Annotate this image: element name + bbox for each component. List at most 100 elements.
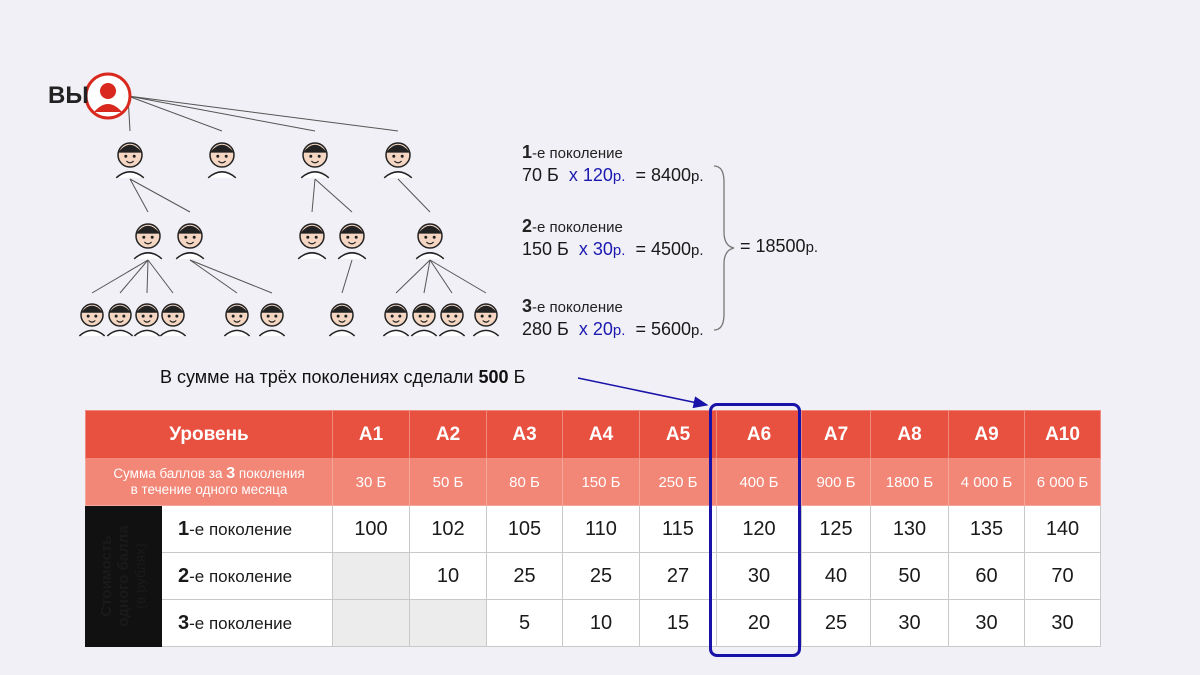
level-cell: A7	[801, 410, 871, 459]
calc-row-gen3: 3-е поколение 280 Б x 20р. = 5600р.	[522, 296, 704, 340]
points-sum-cell: 80 Б	[486, 458, 563, 506]
summary-unit: Б	[513, 367, 526, 387]
gen1-row: Стоимость одного балла (в рублях) 1-е поко…	[85, 505, 1101, 647]
result: = 4500	[635, 239, 691, 259]
person-icon	[383, 142, 413, 179]
value-cell: 110	[562, 505, 640, 553]
person-icon	[78, 303, 106, 337]
level-cell: A9	[948, 410, 1025, 459]
person-icon	[410, 303, 438, 337]
level-header-label: Уровень	[85, 410, 333, 459]
multiplier-unit: р.	[612, 322, 626, 339]
gen-number: 2	[522, 216, 533, 236]
person-icon	[472, 303, 500, 337]
sum-label-part: Сумма баллов за	[113, 466, 223, 481]
sum-label-part: в течение одного месяца	[130, 482, 288, 497]
value-cell: 120	[716, 505, 802, 553]
level-cell: A6	[716, 410, 802, 459]
points-sum-cell: 30 Б	[332, 458, 410, 506]
value-cell: 130	[870, 505, 949, 553]
person-icon	[300, 142, 330, 179]
calc-row-gen2: 2-е поколение 150 Б x 30р. = 4500р.	[522, 216, 704, 260]
value-cell: 27	[639, 552, 717, 600]
points-sum-cell: 250 Б	[639, 458, 717, 506]
value-cell: 30	[716, 552, 802, 600]
total-unit: р.	[805, 239, 819, 256]
sum-label-number: 3	[226, 465, 236, 482]
level-a6-highlight	[709, 403, 801, 657]
multiplier: x 20	[578, 319, 613, 339]
points-sum-cell: 400 Б	[716, 458, 802, 506]
you-avatar-icon	[84, 72, 132, 120]
value-cell: 5	[486, 599, 563, 647]
gen-number: 1	[178, 517, 190, 540]
person-icon	[382, 303, 410, 337]
level-cell: A5	[639, 410, 717, 459]
person-icon	[106, 303, 134, 337]
gen-number: 3	[178, 611, 190, 634]
gen-text: -е поколение	[532, 145, 623, 162]
points-sum-cell: 900 Б	[801, 458, 871, 506]
person-icon	[223, 303, 251, 337]
empty-cell	[332, 552, 410, 600]
value-cell: 30	[870, 599, 949, 647]
summary-text: В сумме на трёх поколениях сделали 500 Б	[160, 367, 525, 388]
value-cell: 102	[409, 505, 487, 553]
level-cell: A10	[1024, 410, 1101, 459]
curly-brace	[713, 165, 735, 331]
value-cell: 15	[639, 599, 717, 647]
result-unit: р.	[691, 168, 704, 185]
person-icon	[133, 223, 163, 260]
value-cell: 25	[486, 552, 563, 600]
levels-header-row: Уровень A1 A2 A3 A4 A5 A6 A7 A8 A9 A10	[85, 410, 1101, 459]
you-label: ВЫ	[48, 82, 89, 109]
points-sum-row: Сумма баллов за 3 поколения в течение од…	[85, 458, 1101, 506]
multiplier: x 120	[568, 165, 613, 185]
multiplier-unit: р.	[612, 168, 626, 185]
value-cell: 20	[716, 599, 802, 647]
gen3-row: 3-е поколение 5 10 15 20 25 30 30 30	[86, 599, 1101, 647]
result: = 8400	[635, 165, 691, 185]
value-cell: 115	[639, 505, 717, 553]
value-cell: 135	[948, 505, 1025, 553]
person-icon	[258, 303, 286, 337]
value-cell: 25	[801, 599, 871, 647]
points-sum-cell: 4 000 Б	[948, 458, 1025, 506]
gen-number: 2	[178, 564, 190, 587]
result-unit: р.	[691, 322, 704, 339]
network-tree-diagram	[78, 72, 500, 337]
level-cell: A1	[332, 410, 410, 459]
value-cell: 30	[948, 599, 1025, 647]
gen-label: 2-е поколение	[161, 552, 333, 600]
empty-cell	[409, 599, 487, 647]
gen-text: -е поколение	[189, 566, 293, 586]
points: 280 Б	[522, 319, 569, 339]
summary-value: 500	[478, 367, 509, 387]
person-icon	[438, 303, 466, 337]
gen-label: 1-е поколение	[161, 505, 333, 553]
summary-label: В сумме на трёх поколениях сделали	[160, 367, 474, 387]
multiplier-unit: р.	[612, 242, 626, 259]
points-sum-cell: 50 Б	[409, 458, 487, 506]
level-cell: A3	[486, 410, 563, 459]
empty-cell	[332, 599, 410, 647]
result-unit: р.	[691, 242, 704, 259]
level-cell: A8	[870, 410, 949, 459]
value-cell: 25	[562, 552, 640, 600]
vertical-label-line: (в рублях)	[132, 543, 148, 609]
person-icon	[133, 303, 161, 337]
person-icon	[297, 223, 327, 260]
person-icon	[115, 142, 145, 179]
value-cell: 140	[1024, 505, 1101, 553]
person-icon	[159, 303, 187, 337]
value-cell: 60	[948, 552, 1025, 600]
gen2-row: 2-е поколение 10 25 25 27 30 40 50 60 70	[86, 552, 1101, 600]
total-value: = 18500	[740, 236, 806, 256]
points: 70 Б	[522, 165, 559, 185]
level-cell: A4	[562, 410, 640, 459]
gen-text: -е поколение	[532, 299, 623, 316]
value-cell: 105	[486, 505, 563, 553]
sum-label-part: поколения	[238, 466, 305, 481]
points-sum-cell: 150 Б	[562, 458, 640, 506]
calc-row-gen1: 1-е поколение 70 Б x 120р. = 8400р.	[522, 142, 704, 186]
